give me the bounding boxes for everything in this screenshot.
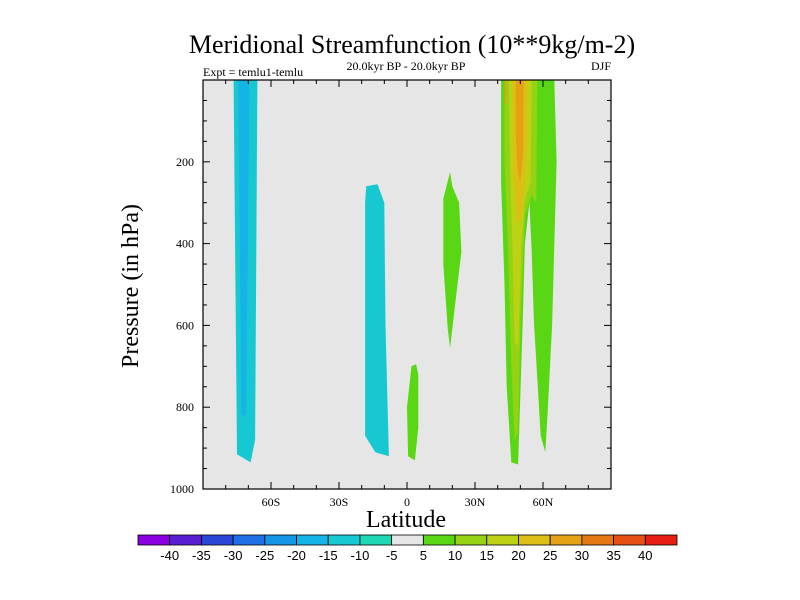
period-label: 20.0kyr BP - 20.0kyr BP [347, 59, 466, 73]
experiment-label: Expt = temlu1-temlu [203, 65, 303, 79]
region-north-mid-lat-25 [515, 80, 524, 183]
y-axis-label: Pressure (in hPa) [118, 204, 144, 368]
colorbar-label: -20 [287, 548, 306, 563]
colorbar-label: 10 [448, 548, 462, 563]
colorbar-box [454, 534, 488, 546]
colorbar-label: -40 [160, 548, 179, 563]
x-tick-label: 0 [404, 495, 410, 509]
colorbar-box [644, 534, 678, 546]
colorbar-label: -15 [319, 548, 338, 563]
colorbar-box [201, 534, 234, 546]
x-tick-label: 60S [262, 495, 281, 509]
colorbar-label: -30 [224, 548, 243, 563]
colorbar-box [169, 534, 202, 546]
colorbar-label: 30 [575, 548, 589, 563]
colorbar-label: -35 [192, 548, 211, 563]
chart-title: Meridional Streamfunction (10**9kg/m-2) [189, 30, 635, 59]
colorbar-box [613, 534, 646, 546]
x-tick-label: 30N [465, 495, 486, 509]
colorbar-box [581, 534, 614, 546]
colorbar-label: 20 [511, 548, 525, 563]
y-tick-label: 200 [176, 155, 194, 169]
colorbar-label: -25 [255, 548, 274, 563]
colorbar-box [518, 534, 551, 546]
region-equatorial-positive [407, 364, 419, 461]
colorbar-label: 15 [480, 548, 494, 563]
colorbar-label: -5 [386, 548, 398, 563]
region-northern-subtropic-positive [443, 172, 462, 348]
x-axis-label: Latitude [366, 507, 446, 533]
colorbar-box [549, 534, 583, 546]
region-subtropical-south-negative [365, 184, 389, 457]
x-tick-label: 30S [330, 495, 349, 509]
contour-regions [233, 80, 557, 465]
colorbar-box [486, 534, 519, 546]
colorbar-box [264, 534, 297, 546]
y-tick-label: 400 [176, 237, 194, 251]
colorbar-label: 25 [543, 548, 557, 563]
colorbar-box [232, 534, 266, 546]
x-tick-label: 60N [533, 495, 554, 509]
colorbar-label: 40 [638, 548, 652, 563]
colorbar-box [391, 534, 424, 546]
colorbar: -40 -35 -30 -25 -20 -15 -10 -5 5 10 15 20 25 30 35 40 [137, 534, 678, 563]
region-north-mid-lat-upper-25 [504, 80, 507, 105]
region-south-polar-core [238, 80, 250, 416]
colorbar-box [137, 534, 171, 546]
colorbar-box [296, 534, 329, 546]
y-tick-label: 800 [176, 400, 194, 414]
colorbar-label: 5 [420, 548, 427, 563]
colorbar-box [327, 534, 361, 546]
colorbar-box [422, 534, 456, 546]
colorbar-box [359, 534, 393, 546]
colorbar-label: 35 [606, 548, 620, 563]
y-tick-label: 1000 [170, 482, 194, 496]
season-label: DJF [591, 59, 611, 73]
colorbar-label: -10 [351, 548, 370, 563]
y-tick-label: 600 [176, 318, 194, 332]
plot-axes: 60S 30S 0 30N 60N 200 400 600 800 1000 [170, 79, 612, 509]
